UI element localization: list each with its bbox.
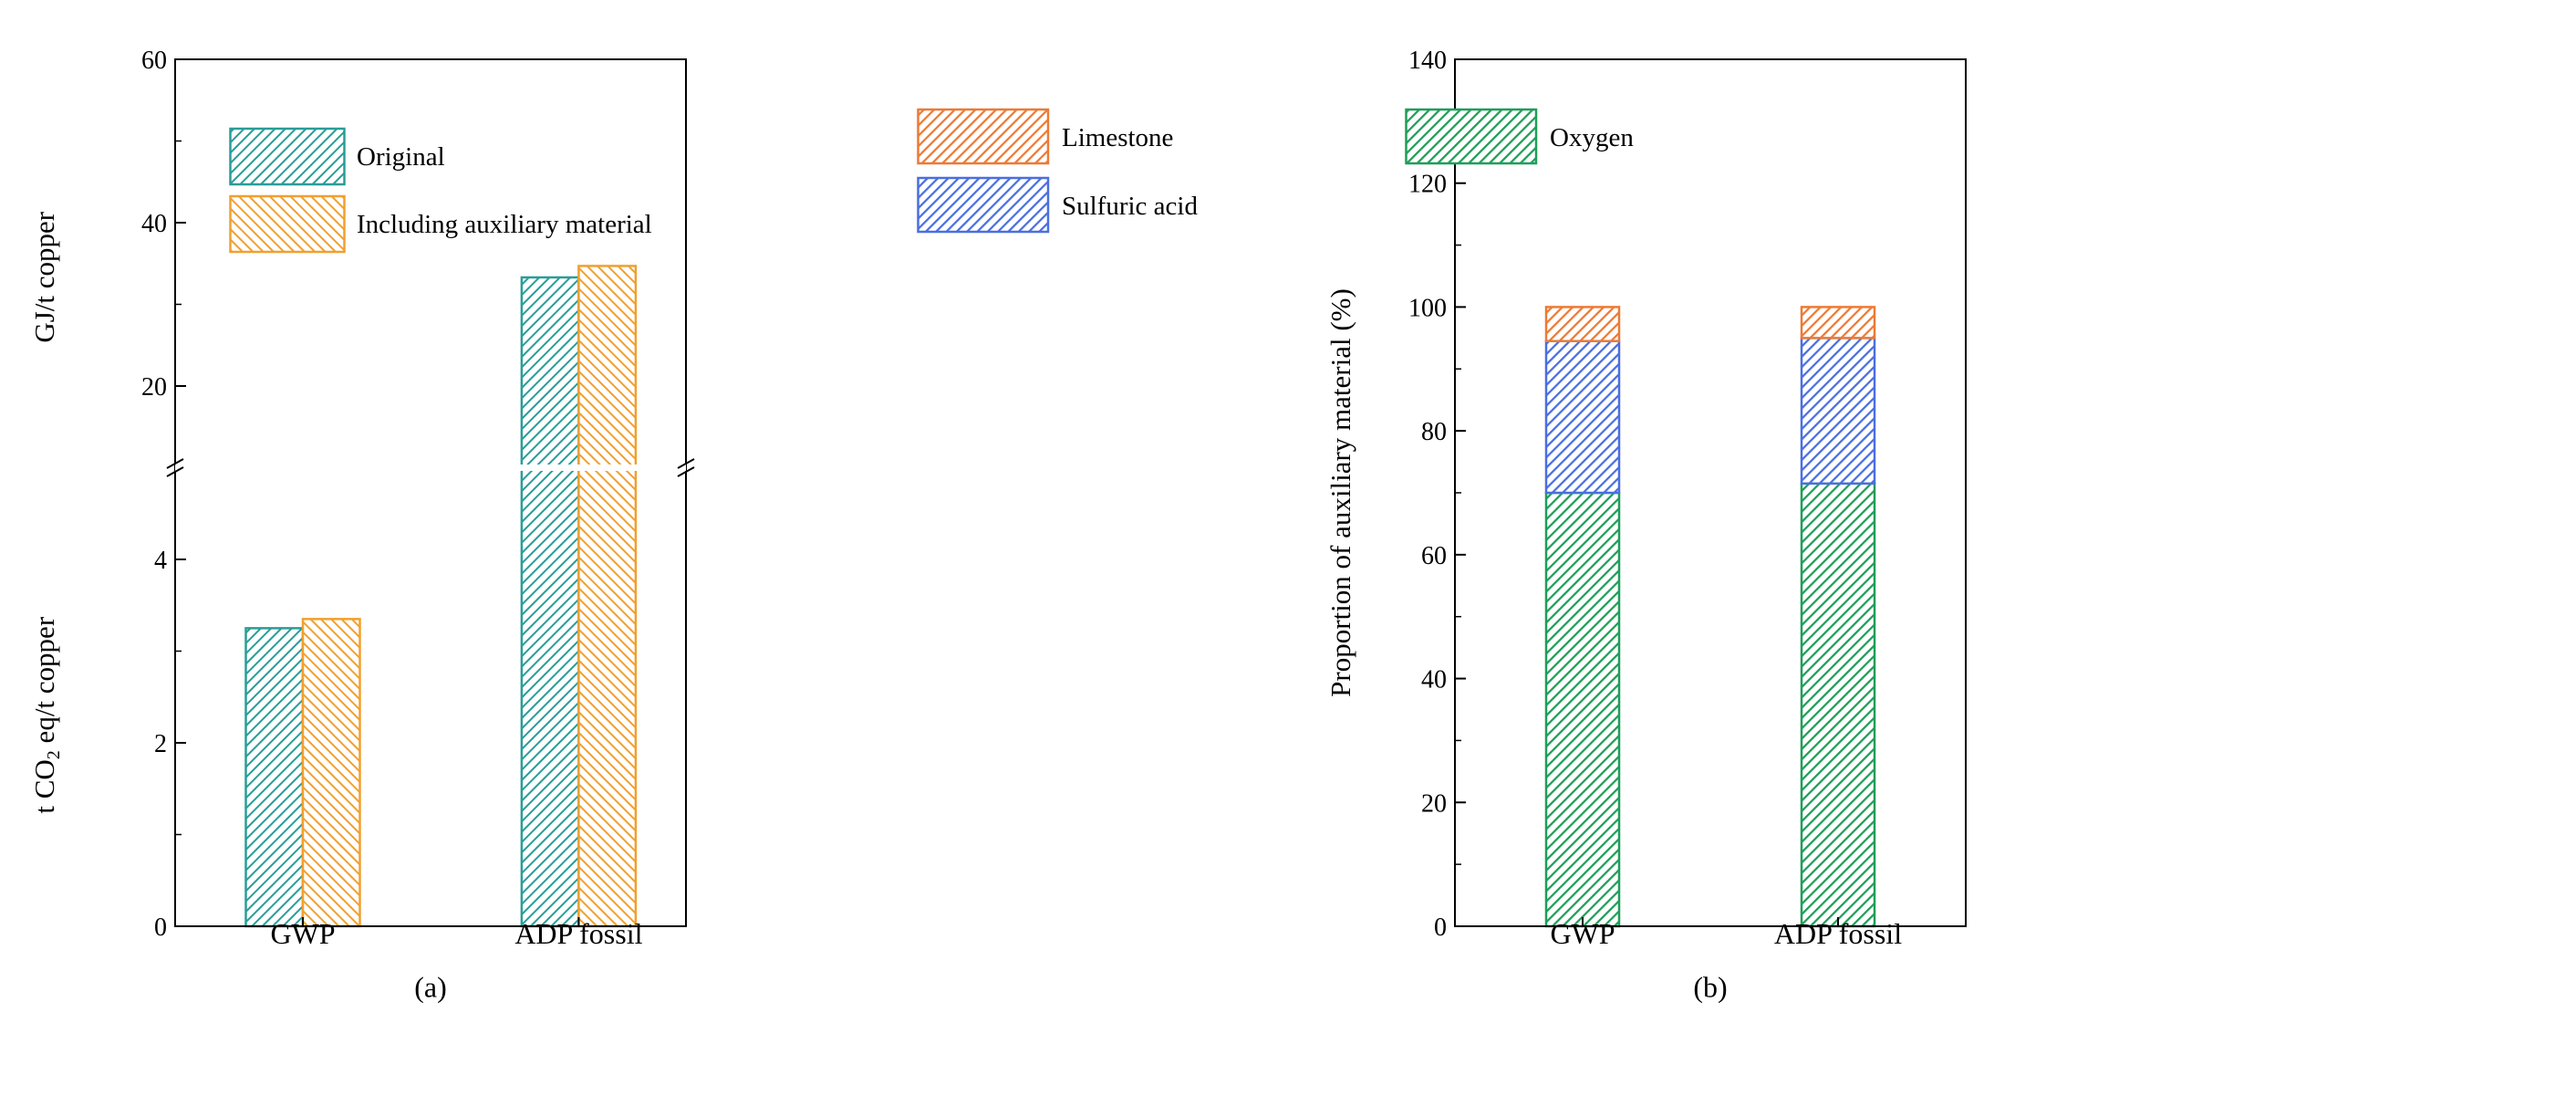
panel-b-bars bbox=[1544, 306, 1876, 928]
legend-label-sulfuric: Sulfuric acid bbox=[1062, 192, 1198, 221]
tick-label-lower-2: 2 bbox=[154, 730, 167, 758]
legend-swatch-limestone bbox=[917, 108, 1050, 165]
panel-b-legend: Limestone Sulfuric acid Oxygen bbox=[917, 108, 1634, 234]
panel-b-category-gwp: GWP bbox=[1550, 917, 1615, 950]
tick-label-upper-20: 20 bbox=[141, 373, 167, 402]
lower-ylabel-suffix: eq/t copper bbox=[28, 616, 60, 750]
panel-a-category-adp-fossil: ADP fossil bbox=[514, 917, 642, 950]
legend-label-limestone: Limestone bbox=[1062, 123, 1173, 152]
bar-limestone-adp-fossil bbox=[1800, 306, 1876, 339]
bar-sulfuric-acid-adp-fossil bbox=[1800, 337, 1876, 485]
panel-a-upper-ylabel: GJ/t copper bbox=[28, 211, 60, 342]
axis-break-gap bbox=[175, 464, 686, 471]
legend-label-original: Original bbox=[357, 142, 445, 172]
legend-label-oxygen: Oxygen bbox=[1550, 123, 1634, 152]
tick-label-b-80: 80 bbox=[1421, 418, 1447, 446]
tick-label-b-60: 60 bbox=[1421, 542, 1447, 570]
panel-a-category-gwp: GWP bbox=[270, 917, 335, 950]
bar-oxygen-gwp bbox=[1544, 491, 1621, 928]
legend-swatch-including bbox=[229, 194, 346, 254]
bar-limestone-gwp bbox=[1544, 306, 1621, 342]
legend-swatch-oxygen bbox=[1405, 108, 1538, 165]
tick-label-b-20: 20 bbox=[1421, 789, 1447, 818]
legend-swatch-original bbox=[229, 127, 346, 186]
lower-ylabel-prefix: t CO bbox=[28, 759, 60, 813]
bar-sulfuric-acid-gwp bbox=[1544, 339, 1621, 495]
bar-original-adp-fossil bbox=[520, 276, 580, 928]
bar-including-adp-fossil bbox=[577, 265, 638, 928]
axis-break-left-mark bbox=[166, 458, 184, 477]
panel-b-category-adp-fossil: ADP fossil bbox=[1774, 917, 1902, 950]
lower-ylabel-subscript: 2 bbox=[44, 750, 64, 759]
bar-original-gwp bbox=[244, 627, 305, 928]
tick-label-lower-4: 4 bbox=[154, 547, 167, 575]
panel-b-plot-frame bbox=[1454, 58, 1967, 927]
panel-b-label: (b) bbox=[1693, 971, 1727, 1004]
tick-label-b-100: 100 bbox=[1408, 294, 1447, 322]
legend-swatch-sulfuric bbox=[917, 176, 1050, 234]
panel-a-plot-frame bbox=[174, 58, 687, 927]
panel-b-ylabel: Proportion of auxiliary material (%) bbox=[1324, 288, 1356, 697]
panel-a-label: (a) bbox=[414, 971, 447, 1004]
bar-including-gwp bbox=[301, 618, 361, 928]
tick-label-b-40: 40 bbox=[1421, 666, 1447, 694]
tick-label-b-120: 120 bbox=[1408, 171, 1447, 199]
panel-a-legend: Original Including auxiliary material bbox=[229, 127, 652, 254]
tick-label-b-0: 0 bbox=[1434, 913, 1447, 942]
panel-a-bars bbox=[244, 265, 638, 928]
panel-b: 0 20 40 60 80 100 120 140 Proportion of auxilia… bbox=[917, 47, 1967, 1004]
panel-a-lower-ylabel: t CO2 eq/t copper bbox=[28, 616, 64, 813]
tick-label-upper-60: 60 bbox=[141, 47, 167, 75]
axis-break-right-mark bbox=[677, 458, 695, 477]
panel-b-ticks: 0 20 40 60 80 100 120 140 bbox=[1408, 47, 1839, 942]
tick-label-upper-40: 40 bbox=[141, 210, 167, 238]
tick-label-lower-0: 0 bbox=[154, 913, 167, 942]
tick-label-b-140: 140 bbox=[1408, 47, 1447, 75]
bar-oxygen-adp-fossil bbox=[1800, 482, 1876, 928]
panel-a-ticks: 20 40 60 0 2 4 bbox=[141, 47, 580, 942]
legend-label-including: Including auxiliary material bbox=[357, 210, 652, 239]
